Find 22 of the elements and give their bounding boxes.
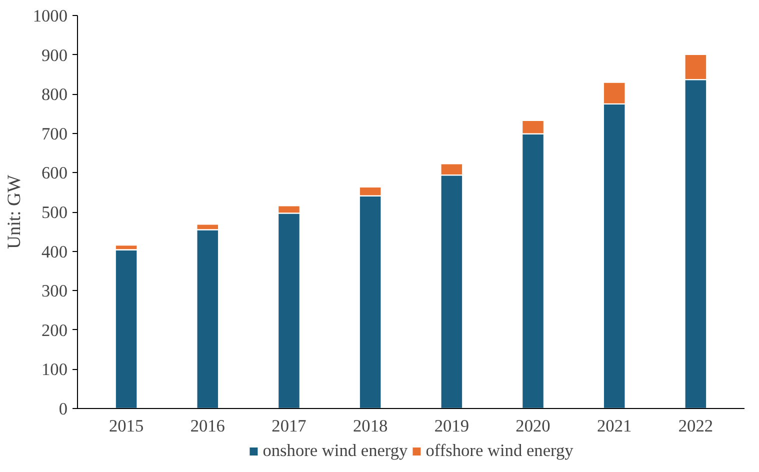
y-tick-label: 500 [42, 203, 68, 222]
y-tick-label: 600 [42, 164, 68, 183]
y-tick-label: 800 [42, 85, 68, 104]
y-tick-label: 100 [42, 360, 68, 380]
y-tick-label: 1000 [32, 6, 68, 26]
x-tick-label: 2017 [272, 416, 307, 436]
y-tick-label: 0 [58, 400, 68, 418]
y-tick-label: 200 [42, 320, 68, 340]
x-tick-label: 2021 [597, 416, 632, 436]
x-tick-label: 2016 [190, 416, 226, 436]
x-tick-label: 2020 [516, 416, 550, 436]
x-tick-label: 2019 [434, 416, 469, 436]
y-tick-label: 400 [42, 242, 68, 262]
y-tick-label: 300 [42, 282, 68, 301]
x-tick-label: 2018 [353, 416, 388, 436]
legend-label: offshore wind energy [426, 441, 574, 461]
y-tick-label: 900 [42, 46, 68, 65]
legend-label: onshore wind energy [262, 441, 408, 461]
x-tick-label: 2015 [108, 416, 144, 436]
x-tick-label: 2022 [678, 416, 714, 436]
y-tick-label: 700 [42, 124, 68, 144]
y-axis-title: Unit: GW [4, 174, 25, 250]
